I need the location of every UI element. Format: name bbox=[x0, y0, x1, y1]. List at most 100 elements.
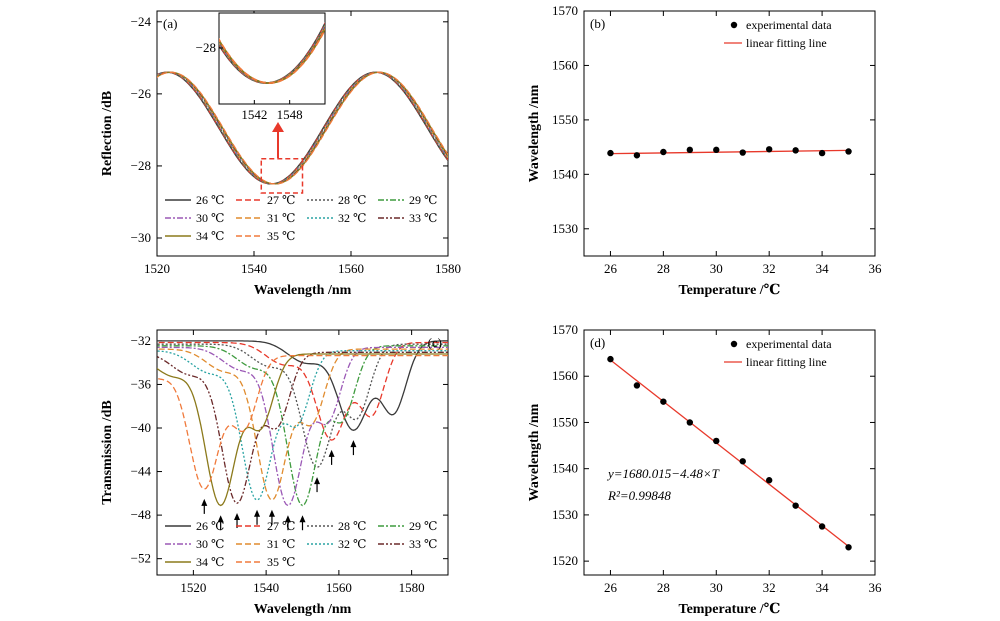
x-tick-label: 36 bbox=[869, 261, 883, 276]
dip-arrow-head bbox=[284, 515, 291, 523]
y-tick-label: 1570 bbox=[552, 322, 578, 337]
legend-entry: 31 ℃ bbox=[236, 211, 295, 225]
dip-arrow-head bbox=[299, 515, 306, 523]
y-tick-label: 1530 bbox=[552, 507, 578, 522]
data-point bbox=[765, 146, 773, 153]
series-line bbox=[157, 350, 448, 501]
dip-arrow-head bbox=[254, 509, 261, 517]
legend-entry: 27 ℃ bbox=[236, 193, 295, 207]
legend-label-data: experimental data bbox=[746, 18, 832, 32]
legend-entry: 33 ℃ bbox=[378, 211, 437, 225]
legend-entry: 35 ℃ bbox=[236, 229, 295, 243]
series-line bbox=[157, 351, 448, 505]
series-group bbox=[157, 340, 448, 507]
dip-arrow-head bbox=[350, 440, 357, 448]
zoom-region-box bbox=[260, 157, 304, 194]
legend-label: 28 ℃ bbox=[338, 193, 366, 207]
fit-line bbox=[610, 149, 849, 155]
fit-r-squared: R²=0.99848 bbox=[607, 488, 671, 503]
series-line bbox=[157, 354, 448, 490]
legend-label: 27 ℃ bbox=[267, 193, 295, 207]
legend-label-data: experimental data bbox=[746, 337, 832, 351]
legend-label-fit: linear fitting line bbox=[746, 355, 827, 369]
inset-series-line bbox=[219, 27, 325, 84]
x-tick-label: 34 bbox=[816, 261, 830, 276]
x-tick-label: 30 bbox=[710, 261, 723, 276]
inset-x-tick-label: 1548 bbox=[277, 107, 303, 122]
legend-label: 33 ℃ bbox=[409, 211, 437, 225]
y-tick-label: −24 bbox=[131, 14, 152, 29]
legend-label: 26 ℃ bbox=[196, 193, 224, 207]
legend-label: 31 ℃ bbox=[267, 211, 295, 225]
plot-frame bbox=[156, 329, 449, 576]
legend-label: 26 ℃ bbox=[196, 519, 224, 533]
x-tick-label: 32 bbox=[763, 261, 776, 276]
legend-label: 28 ℃ bbox=[338, 519, 366, 533]
data-point bbox=[713, 146, 720, 154]
panel-label: (c) bbox=[428, 335, 442, 350]
y-tick-label: 1540 bbox=[552, 461, 578, 476]
dip-arrow-head bbox=[268, 509, 275, 517]
legend-entry: 30 ℃ bbox=[165, 537, 224, 551]
y-tick-label: −28 bbox=[131, 158, 151, 173]
y-tick-label: −26 bbox=[131, 86, 152, 101]
y-tick-label: 1560 bbox=[552, 368, 578, 383]
legend-entry: 26 ℃ bbox=[165, 193, 224, 207]
zoom-arrow-head bbox=[272, 122, 284, 132]
x-tick-label: 1560 bbox=[326, 580, 352, 595]
y-tick-label: −48 bbox=[131, 507, 151, 522]
y-tick-label: −40 bbox=[131, 420, 151, 435]
panel-d: 26 28 30 32 34 36 1520 1530 1540 1550 1560 1570 Temp… bbox=[527, 322, 882, 617]
x-tick-label: 32 bbox=[763, 580, 776, 595]
x-tick-label: 30 bbox=[710, 580, 723, 595]
series-line bbox=[157, 346, 448, 507]
dip-arrow-head bbox=[217, 515, 224, 523]
legend-entry: 26 ℃ bbox=[165, 519, 224, 533]
y-tick-label: −52 bbox=[131, 551, 151, 566]
legend-label: 27 ℃ bbox=[267, 519, 295, 533]
x-tick-label: 1580 bbox=[399, 580, 425, 595]
legend-entry: 34 ℃ bbox=[165, 555, 224, 569]
legend-entry: 28 ℃ bbox=[307, 193, 366, 207]
legend-label: 31 ℃ bbox=[267, 537, 295, 551]
panel-label: (b) bbox=[590, 16, 605, 31]
x-axis-label: Wavelength /nm bbox=[254, 283, 352, 298]
x-tick-label: 1580 bbox=[435, 261, 461, 276]
legend-marker bbox=[730, 21, 738, 29]
data-point bbox=[818, 149, 826, 157]
data-point bbox=[686, 419, 694, 426]
series-line bbox=[157, 348, 448, 501]
data-point bbox=[607, 149, 614, 157]
y-tick-label: 1560 bbox=[552, 57, 578, 72]
inset-y-tick-label: −28 bbox=[196, 40, 216, 55]
legend-entry: 30 ℃ bbox=[165, 211, 224, 225]
series-line bbox=[157, 353, 448, 507]
plot-frame bbox=[583, 329, 876, 576]
plot-frame bbox=[583, 10, 876, 257]
panel-b: 26 28 30 32 34 36 1530 1540 1550 1560 1570 Temperat… bbox=[527, 3, 882, 298]
x-axis-label: Wavelength /nm bbox=[254, 602, 352, 617]
legend-marker bbox=[730, 340, 738, 348]
plot-frame bbox=[156, 10, 449, 257]
y-axis-label: Wavelength /nm bbox=[527, 84, 542, 182]
data-point bbox=[686, 146, 694, 154]
fit-line bbox=[610, 359, 849, 547]
data-point bbox=[660, 148, 667, 156]
data-point bbox=[792, 502, 799, 509]
data-point bbox=[792, 147, 799, 154]
inset-frame bbox=[218, 12, 326, 105]
data-point bbox=[845, 544, 852, 551]
legend-entry: 35 ℃ bbox=[236, 555, 295, 569]
panel-label: (a) bbox=[163, 16, 177, 31]
x-tick-label: 26 bbox=[604, 580, 618, 595]
dip-arrow-head bbox=[201, 498, 208, 506]
y-tick-label: −44 bbox=[131, 464, 152, 479]
y-tick-label: −36 bbox=[131, 376, 152, 391]
panel-label: (d) bbox=[590, 335, 605, 350]
y-tick-label: −30 bbox=[131, 230, 151, 245]
y-axis-label: Transmission /dB bbox=[100, 400, 115, 504]
panel-a: 1520 1540 1560 1580 −30 −28 −26 −24 Wavelength /… bbox=[100, 10, 461, 298]
x-tick-label: 34 bbox=[816, 580, 830, 595]
legend-label: 30 ℃ bbox=[196, 211, 224, 225]
